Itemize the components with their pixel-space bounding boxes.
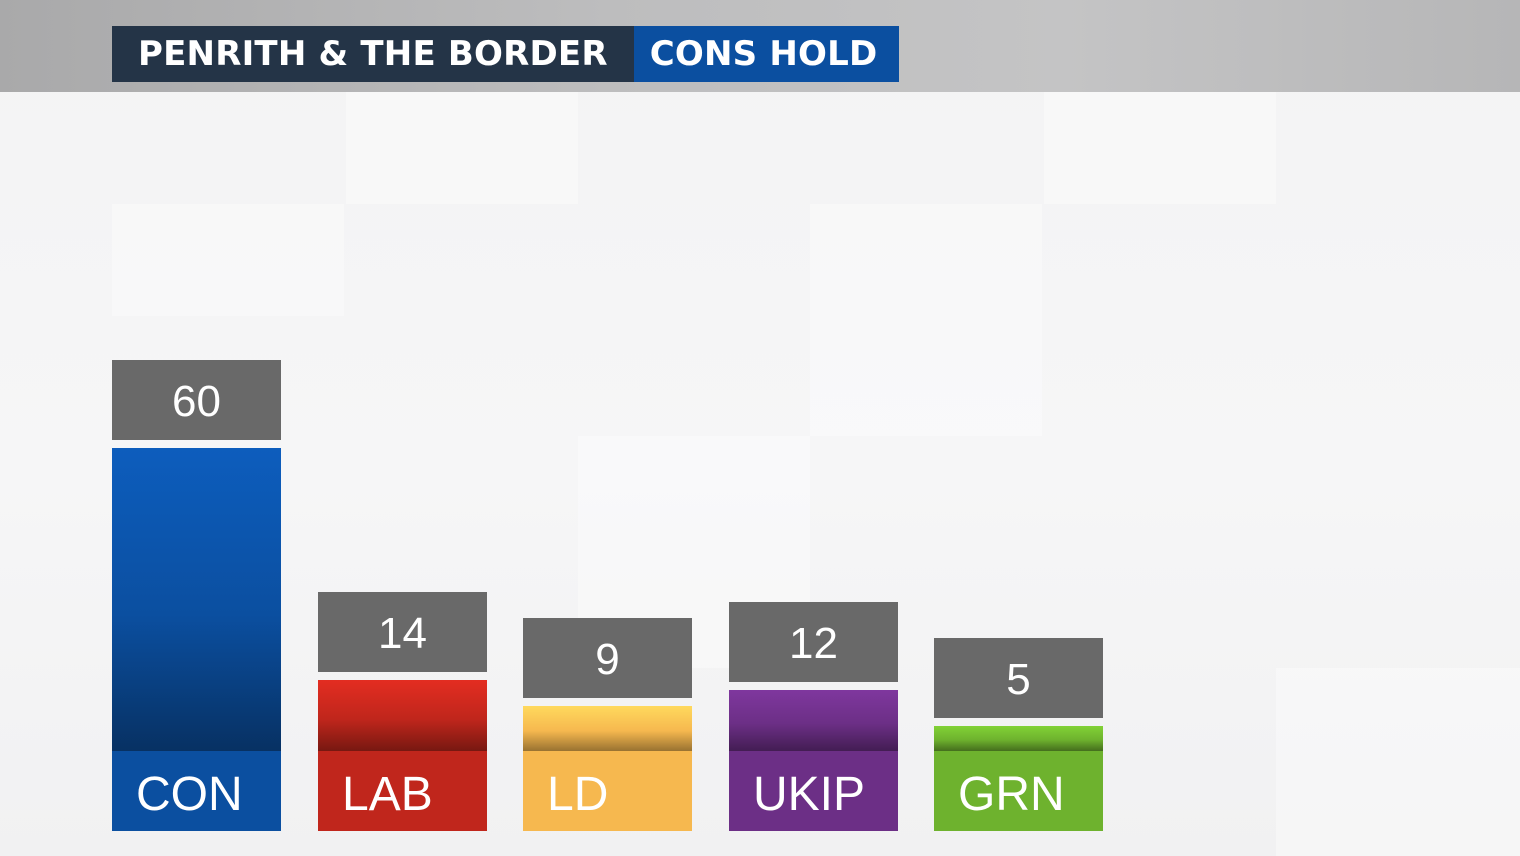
data-label-con: 60 (112, 360, 281, 440)
result-header: PENRITH & THE BORDER CONS HOLD (112, 26, 900, 82)
bar-grn (934, 725, 1103, 751)
category-label-grn: GRN (934, 751, 1103, 831)
bar-lab (318, 680, 487, 751)
bar-ld (523, 705, 692, 751)
constituency-name: PENRITH & THE BORDER (112, 26, 634, 82)
bar-con (112, 448, 281, 751)
category-label-lab: LAB (318, 751, 487, 831)
bar-group-lab: 14 LAB (318, 0, 487, 856)
data-label-ukip: 12 (729, 602, 898, 683)
category-label-ld: LD (523, 751, 692, 831)
data-label-grn: 5 (934, 637, 1103, 718)
bar-ukip (729, 690, 898, 751)
bar-group-ld: 9 LD (523, 0, 692, 856)
bar-group-ukip: 12 UKIP (729, 0, 898, 856)
data-label-ld: 9 (523, 617, 692, 698)
bar-group-con: 60 CON (112, 0, 281, 856)
data-label-lab: 14 (318, 592, 487, 673)
category-label-con: CON (112, 751, 281, 831)
result-status: CONS HOLD (633, 26, 900, 82)
bar-group-grn: 5 GRN (934, 0, 1103, 856)
category-label-ukip: UKIP (729, 751, 898, 831)
